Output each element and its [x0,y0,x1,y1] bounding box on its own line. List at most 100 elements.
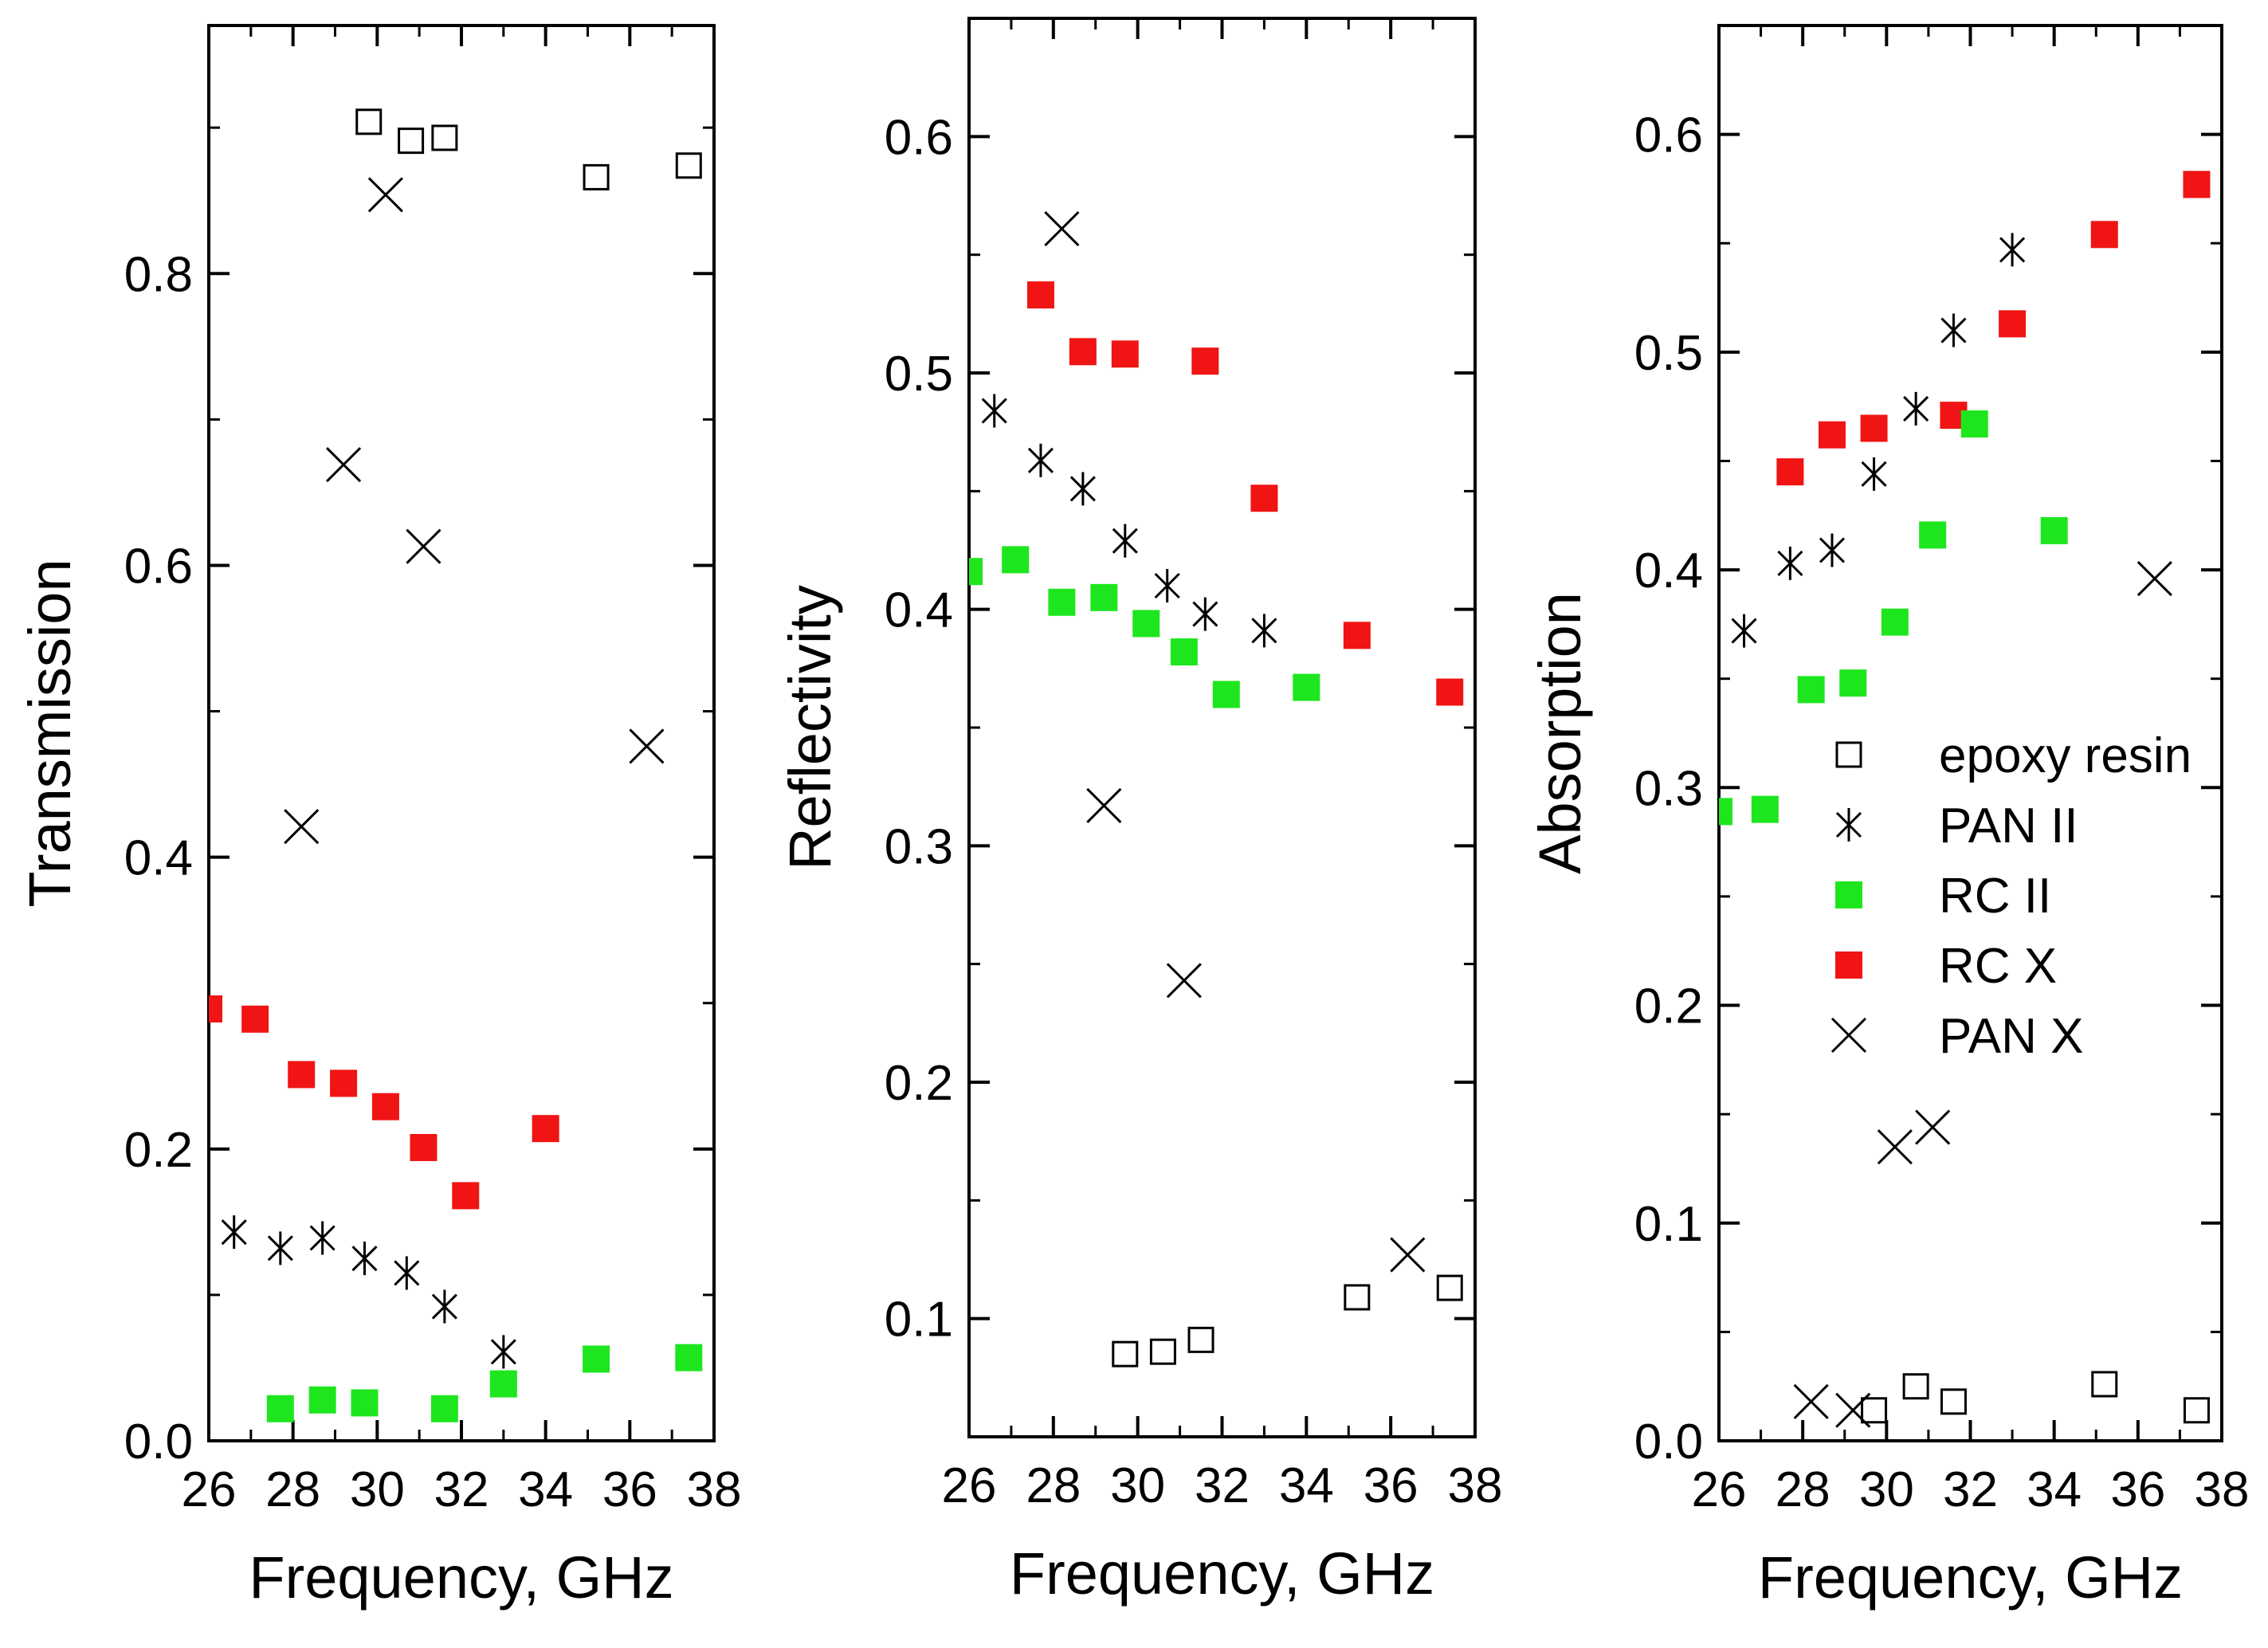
data-point [1940,313,1967,347]
data-point [1999,233,2026,267]
legend-label: PAN II [1939,798,2078,853]
x-tick-label: 32 [434,1462,489,1517]
data-point [583,1345,610,1373]
data-point [1090,583,1118,611]
data-point [1861,457,1887,491]
x-tick-label: 36 [1364,1458,1418,1513]
data-point [1112,524,1138,558]
x-tick-label: 38 [687,1462,742,1517]
chart-panel-3: 26 28 30 32 34 36 38 0.0 0.1 0.2 0.3 0.4 0.5 0.6 Frequ… [1527,24,2249,1611]
data-point [241,1005,269,1033]
series-x-cross [1793,560,2172,1428]
legend: epoxy resin PAN II RC II RC X PAN X [1830,728,2191,1064]
y-tick-label: 0.0 [1634,1415,1703,1469]
series-open-square [1861,1371,2210,1424]
data-point [2183,171,2211,198]
data-point [2183,1397,2210,1424]
x-tick-label: 26 [942,1458,997,1513]
data-point [1027,443,1054,477]
plot-frame [207,24,716,1442]
x-tick-label: 30 [1110,1458,1165,1513]
series-open-square [355,108,702,190]
y-tick-label: 0.4 [1634,543,1703,598]
x-tick-label: 36 [602,1462,657,1517]
data-point [1086,787,1122,823]
data-point [284,809,320,845]
data-point [1170,638,1198,666]
legend-marker [1835,741,1862,768]
data-point [351,1242,378,1276]
x-tick-label: 30 [1859,1462,1914,1517]
legend-marker [1835,881,1862,908]
data-point [1940,1388,1967,1415]
data-point [489,1370,517,1398]
y-tick-label: 0.1 [1634,1197,1703,1252]
series-x-cross [1044,210,1426,1273]
x-axis-title: Frequency, GHz [1758,1544,2183,1611]
data-point [1861,1397,1888,1424]
plot-frame [967,17,1477,1438]
x-tick-label: 36 [2110,1462,2165,1517]
data-point [1111,340,1139,368]
x-axis-title: Frequency, GHz [1010,1540,1434,1607]
data-point [309,1221,335,1255]
data-point [1191,347,1219,375]
data-point [431,124,458,151]
data-point [1818,421,1846,449]
y-tick-label: 0.8 [124,247,193,302]
x-tick-label: 28 [1026,1458,1081,1513]
data-point [1390,1237,1426,1273]
y-tick-label: 0.2 [124,1123,193,1178]
y-tick-label: 0.3 [1634,761,1703,816]
x-tick-label: 28 [265,1462,320,1517]
data-point [430,1395,458,1422]
data-point [583,163,610,190]
data-point [371,1093,399,1120]
series-asterisk [1731,233,2026,648]
data-point [675,152,702,179]
x-tick-label: 32 [1195,1458,1250,1513]
series-x-cross [284,177,665,845]
data-point [288,1061,316,1089]
data-point [355,108,383,135]
data-point [1293,673,1320,701]
data-point [1902,1373,1929,1400]
x-tick-label: 26 [1692,1462,1747,1517]
legend-marker [1835,808,1862,842]
y-tick-label: 0.2 [885,1056,953,1111]
y-tick-label: 0.2 [1634,979,1703,1034]
y-axis-title: Transmission [17,559,83,907]
data-point [308,1386,336,1414]
data-point [266,1395,294,1422]
data-point [1132,610,1160,638]
legend-label: epoxy resin [1939,728,2191,783]
series-asterisk [981,394,1277,648]
data-point [330,1069,358,1097]
data-point [1881,608,1909,636]
data-point [326,447,362,483]
x-tick-label: 34 [1279,1458,1334,1513]
data-point [1436,678,1464,706]
data-point [1839,669,1867,697]
legend-marker [1835,952,1862,979]
data-point [1776,458,1804,486]
data-point [1751,795,1779,823]
series-green-square [1719,410,2068,826]
y-tick-label: 0.6 [885,110,953,165]
y-tick-label: 0.5 [1634,326,1703,381]
data-point [2137,560,2172,597]
legend-marker [1830,1017,1867,1054]
data-point [1835,1392,1871,1428]
data-point [2091,1371,2118,1398]
data-point [1026,281,1054,309]
data-point [1251,614,1277,648]
data-point [1044,210,1080,247]
data-points [1719,171,2211,1428]
data-point [452,1182,480,1210]
data-point [1731,614,1757,648]
series-green-square [969,546,1320,708]
data-point [398,128,425,155]
x-tick-label: 28 [1776,1462,1830,1517]
